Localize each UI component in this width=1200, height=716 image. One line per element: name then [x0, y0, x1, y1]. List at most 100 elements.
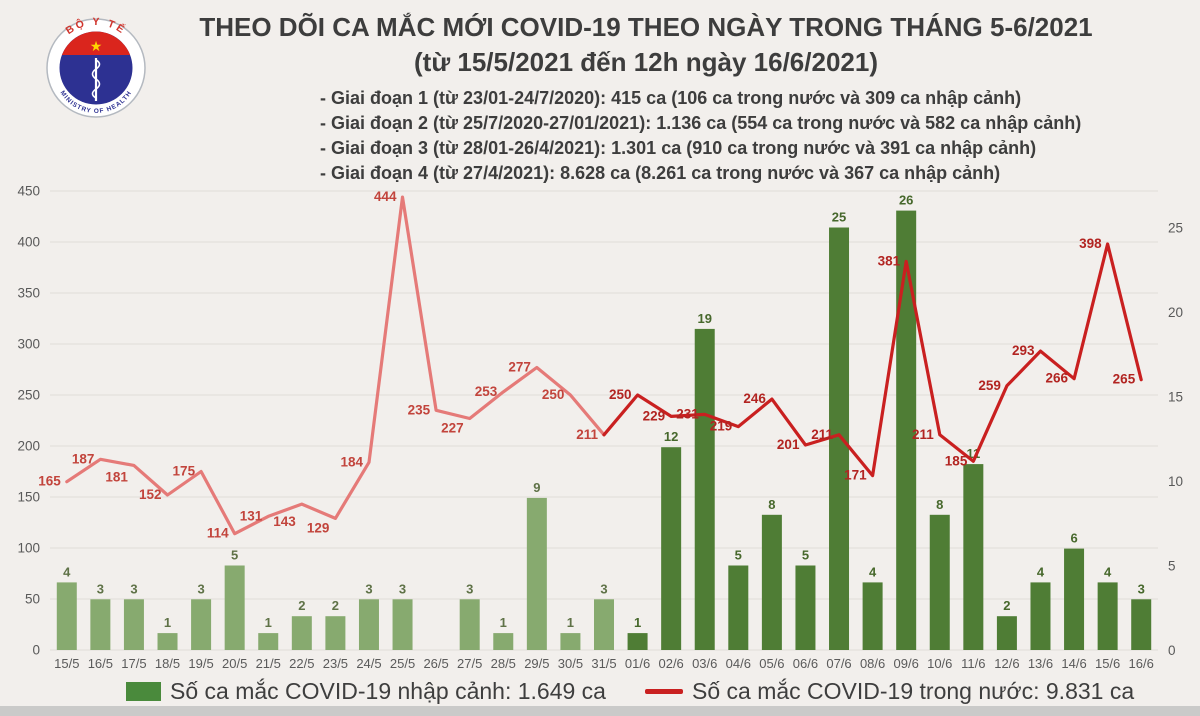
svg-text:22/5: 22/5: [289, 656, 314, 671]
svg-text:201: 201: [777, 437, 800, 452]
svg-text:12: 12: [664, 429, 678, 444]
svg-text:265: 265: [1113, 372, 1136, 387]
svg-text:9: 9: [533, 480, 540, 495]
svg-text:231: 231: [676, 406, 699, 421]
chart-title: THEO DÕI CA MẮC MỚI COVID-19 THEO NGÀY T…: [199, 12, 1093, 42]
bottom-strip: [0, 706, 1200, 716]
svg-text:227: 227: [441, 420, 464, 435]
bar-07/6: [829, 227, 850, 650]
svg-text:05/6: 05/6: [759, 656, 784, 671]
bar-20/5: [224, 565, 245, 650]
svg-text:250: 250: [17, 388, 40, 403]
svg-text:400: 400: [17, 235, 40, 250]
x-axis-labels: 15/5 16/5 17/5 18/5 19/5 20/5 21/5 22/5 23/5 24/5…: [54, 656, 1154, 671]
svg-text:01/6: 01/6: [625, 656, 650, 671]
svg-text:165: 165: [38, 474, 61, 489]
phase-line-4: - Giai đoạn 4 (từ 27/4/2021): 8.628 ca (…: [320, 163, 1001, 183]
bar-23/5: [325, 616, 346, 650]
svg-text:07/6: 07/6: [826, 656, 851, 671]
svg-text:4: 4: [869, 564, 877, 579]
svg-text:259: 259: [978, 378, 1001, 393]
logo-star-icon: ★: [90, 38, 103, 54]
svg-text:3: 3: [365, 581, 372, 596]
svg-text:27/5: 27/5: [457, 656, 482, 671]
svg-text:21/5: 21/5: [256, 656, 281, 671]
svg-text:0: 0: [32, 643, 40, 658]
svg-text:19/5: 19/5: [188, 656, 213, 671]
svg-text:04/6: 04/6: [726, 656, 751, 671]
bar-30/5: [560, 633, 581, 650]
chart-subtitle: (từ 15/5/2021 đến 12h ngày 16/6/2021): [414, 47, 878, 77]
svg-text:3: 3: [1138, 581, 1145, 596]
bar-13/6: [1030, 582, 1051, 650]
bar-10/6: [929, 514, 950, 650]
svg-text:2: 2: [1003, 598, 1010, 613]
svg-text:184: 184: [340, 454, 363, 469]
bar-15/5: [56, 582, 77, 650]
bar-06/6: [795, 565, 816, 650]
svg-text:3: 3: [97, 581, 104, 596]
svg-text:15: 15: [1168, 390, 1183, 405]
bar-08/6: [862, 582, 883, 650]
svg-text:31/5: 31/5: [591, 656, 616, 671]
svg-text:09/6: 09/6: [894, 656, 919, 671]
left-axis-labels: 0 50 100 150 200 250 300 350 400 450: [17, 184, 40, 658]
svg-text:08/6: 08/6: [860, 656, 885, 671]
phase-line-1: - Giai đoạn 1 (từ 23/01-24/7/2020): 415 …: [320, 88, 1022, 108]
svg-text:211: 211: [576, 427, 598, 442]
bar-17/5: [123, 599, 144, 650]
bar-27/5: [459, 599, 480, 650]
bar-03/6: [694, 328, 715, 650]
bar-04/6: [728, 565, 749, 650]
svg-text:20: 20: [1168, 305, 1183, 320]
svg-text:181: 181: [105, 469, 128, 484]
svg-text:2: 2: [298, 598, 305, 613]
svg-text:10/6: 10/6: [927, 656, 952, 671]
svg-text:24/5: 24/5: [356, 656, 381, 671]
bar-09/6: [896, 210, 917, 650]
svg-text:13/6: 13/6: [1028, 656, 1053, 671]
svg-text:26/5: 26/5: [423, 656, 448, 671]
svg-text:3: 3: [197, 581, 204, 596]
svg-text:30/5: 30/5: [558, 656, 583, 671]
svg-text:4: 4: [63, 564, 71, 579]
svg-text:129: 129: [307, 520, 330, 535]
svg-text:8: 8: [936, 497, 943, 512]
svg-text:1: 1: [634, 615, 641, 630]
svg-text:3: 3: [130, 581, 137, 596]
bar-19/5: [191, 599, 212, 650]
bar-21/5: [258, 633, 279, 650]
bar-16/6: [1131, 599, 1152, 650]
svg-text:266: 266: [1046, 371, 1069, 386]
legend-domestic-label: Số ca mắc COVID-19 trong nước: 9.831 ca: [692, 677, 1135, 704]
bar-25/5: [392, 599, 413, 650]
svg-text:28/5: 28/5: [491, 656, 516, 671]
svg-text:219: 219: [710, 419, 733, 434]
bar-14/6: [1064, 548, 1085, 650]
svg-text:100: 100: [17, 541, 40, 556]
svg-text:2: 2: [332, 598, 339, 613]
bar-swatch-icon: [126, 681, 161, 701]
svg-text:114: 114: [207, 526, 229, 541]
svg-text:150: 150: [17, 490, 40, 505]
svg-text:253: 253: [475, 384, 498, 399]
svg-text:277: 277: [508, 359, 531, 374]
svg-text:152: 152: [139, 487, 162, 502]
svg-text:235: 235: [408, 402, 431, 417]
legend-item-domestic: Số ca mắc COVID-19 trong nước: 9.831 ca: [645, 676, 1134, 706]
bar-series-imported: [56, 210, 1152, 650]
svg-text:25: 25: [832, 210, 846, 225]
svg-text:143: 143: [273, 514, 296, 529]
bar-16/5: [90, 599, 111, 650]
svg-text:18/5: 18/5: [155, 656, 180, 671]
ministry-of-health-logo-icon: ★ BỘ Y TẾ MINISTRY OF HEALTH: [46, 16, 146, 118]
svg-text:246: 246: [743, 391, 766, 406]
svg-text:1: 1: [164, 615, 171, 630]
svg-text:25/5: 25/5: [390, 656, 415, 671]
svg-text:23/5: 23/5: [323, 656, 348, 671]
svg-text:11/6: 11/6: [961, 656, 985, 671]
svg-text:211: 211: [811, 427, 833, 442]
